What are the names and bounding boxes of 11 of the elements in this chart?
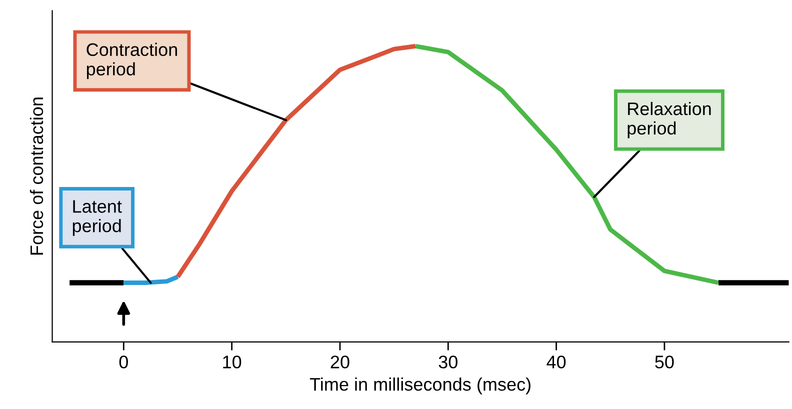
x-axis-title: Time in milliseconds (msec) — [310, 378, 530, 394]
x-tick-label: 10 — [223, 356, 242, 368]
x-tick-label: 40 — [546, 356, 566, 368]
x-tick-label: 20 — [330, 356, 350, 368]
annotation: Relaxation period — [628, 102, 711, 138]
annotation: Contraction period — [86, 42, 177, 80]
x-tick-label: 30 — [438, 356, 458, 368]
annotation: Latent period — [72, 200, 122, 236]
x-tick-label: 0 — [119, 356, 128, 368]
y-axis-title: Force of contraction — [30, 98, 44, 255]
x-tick-label: 50 — [655, 356, 674, 368]
